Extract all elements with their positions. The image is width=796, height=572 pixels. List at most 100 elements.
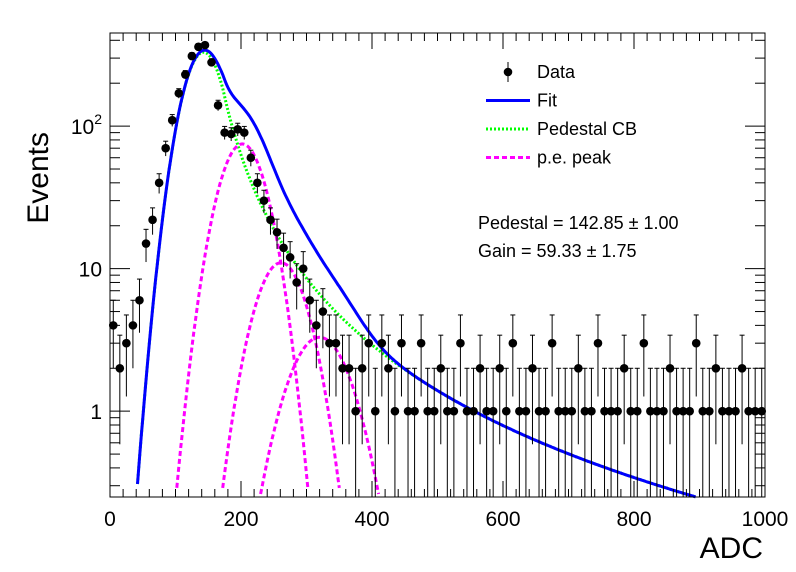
data-point [115,334,125,445]
data-point [266,207,275,235]
data-point [587,367,596,497]
data-point [449,367,459,497]
data-point [737,334,747,445]
legend-marker [503,67,513,77]
data-point [528,334,537,445]
data-point [672,367,681,497]
data-marker [737,363,747,373]
data-marker [266,215,275,225]
data-marker [285,253,295,262]
y-tick-label: 10 [79,259,102,282]
data-point [181,70,190,79]
data-marker [449,406,459,416]
data-point [718,367,727,497]
legend-entry: Fit [486,91,557,111]
data-marker [488,406,498,416]
data-marker [148,215,157,225]
data-point [364,314,374,397]
data-marker [626,406,636,416]
gain-annotation: Gain = 59.33 ± 1.75 [478,241,637,261]
fit-curve [136,48,697,499]
data-point [646,367,655,497]
data-marker [246,153,256,163]
data-marker [292,278,301,287]
data-marker [711,363,721,373]
data-marker [665,363,675,373]
data-point [495,334,505,445]
data-marker [233,124,243,134]
x-tick-label: 1000 [742,508,789,531]
data-marker [567,406,577,416]
data-marker [357,363,367,373]
data-marker [181,70,190,79]
data-point [253,173,262,194]
data-marker [521,406,531,416]
legend-entry: Data [503,62,576,82]
data-marker [632,406,642,416]
data-point [678,367,688,497]
plot-frame [109,32,766,498]
data-marker [305,295,315,305]
data-point [285,241,295,279]
data-marker [443,406,452,416]
data-point [213,99,223,111]
data-marker [239,128,249,137]
data-point [731,367,740,497]
data-marker [364,338,374,348]
data-marker [167,115,177,125]
data-point [272,218,282,249]
data-marker [587,406,596,416]
data-marker [253,178,262,188]
data-marker [528,363,537,373]
data-marker [554,406,563,416]
data-marker [429,406,439,416]
data-point [154,173,164,194]
data-point [325,314,334,397]
data-point [613,367,622,497]
data-marker [691,338,701,348]
data-marker [580,406,590,416]
pe-peak-curve-3 [259,335,381,495]
data-marker [403,406,413,416]
y-axis-label: Events [22,132,55,224]
data-point [292,263,301,310]
data-point [580,367,590,497]
pe-peak-curve-1 [175,142,310,488]
data-point [390,367,400,497]
data-marker [593,338,603,348]
data-marker [705,406,714,416]
data-marker [226,129,236,139]
data-marker [724,406,734,416]
data-point [593,314,603,397]
data-point [508,314,518,397]
data-marker [128,321,138,330]
data-points [108,40,767,497]
data-point [423,367,432,497]
data-point [200,40,210,50]
data-marker [731,406,740,416]
data-point [619,334,629,445]
y-tick-label-exponent: 2 [94,111,102,127]
data-marker [685,406,694,416]
x-tick-label: 800 [616,508,651,531]
data-point [239,125,249,140]
data-point [750,367,760,497]
data-point [226,127,236,141]
data-point [344,334,354,445]
data-point [357,334,367,445]
data-point [141,228,151,263]
data-point [148,207,157,235]
data-marker [547,338,557,348]
data-point [567,367,577,497]
data-marker [515,406,524,416]
data-point [384,334,393,445]
data-marker [325,338,334,348]
data-point [331,314,341,397]
data-point [521,367,531,497]
data-marker [456,338,465,348]
data-point [541,367,550,497]
data-marker [508,338,518,348]
data-marker [678,406,688,416]
